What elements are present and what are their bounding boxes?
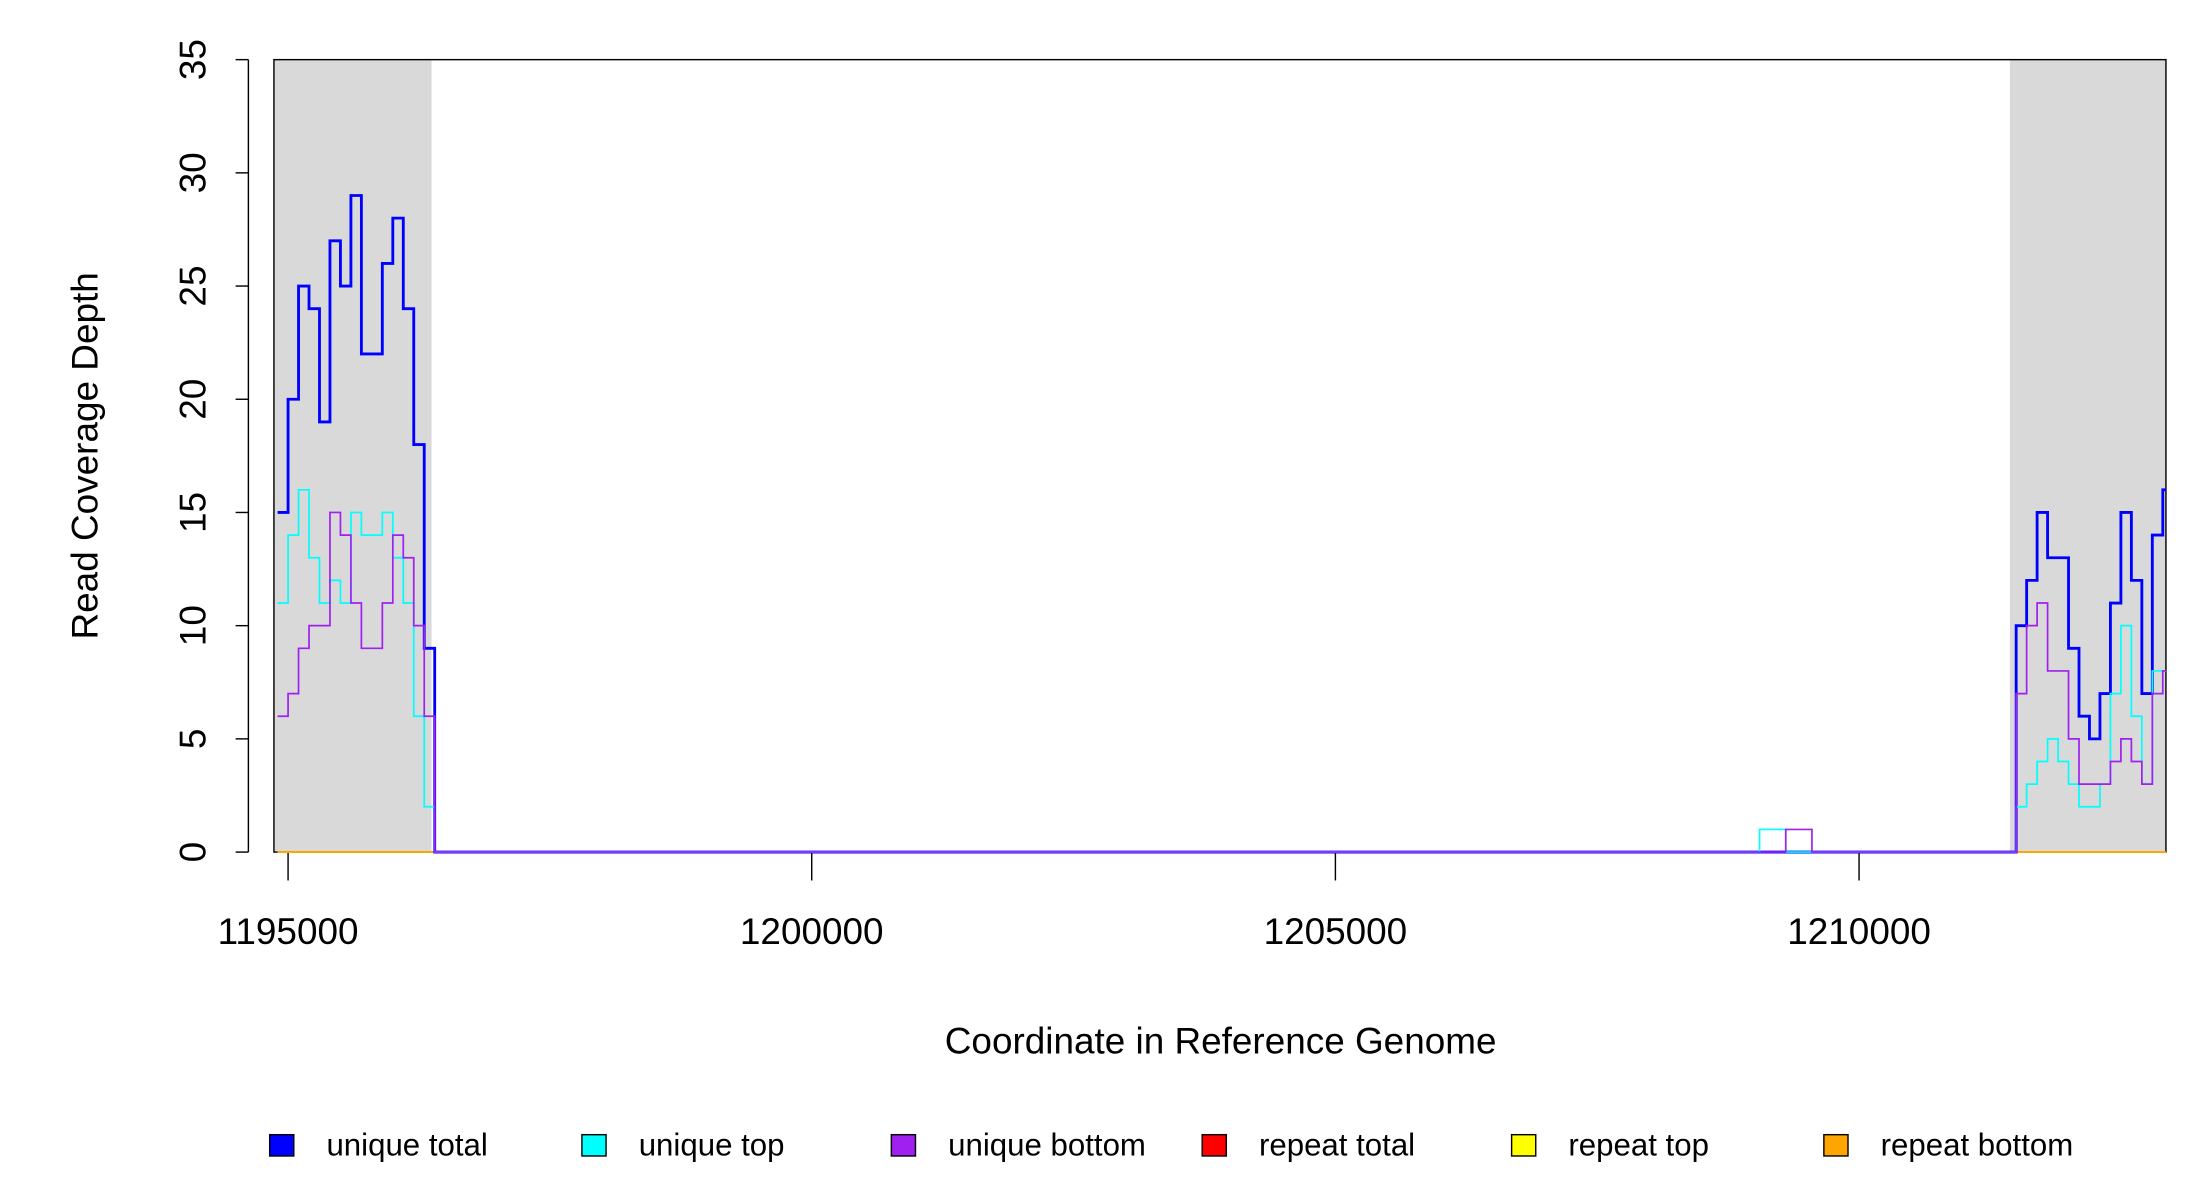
- y-tick-label: 5: [173, 729, 214, 750]
- legend-swatch: [1201, 1133, 1228, 1157]
- x-axis-label: Coordinate in Reference Genome: [945, 1021, 1497, 1062]
- legend-label: repeat bottom: [1881, 1128, 2074, 1163]
- legend-swatch: [268, 1133, 295, 1157]
- y-tick-label: 30: [173, 152, 214, 193]
- x-tick-label: 1205000: [1264, 911, 1408, 952]
- legend-label: unique top: [639, 1128, 785, 1163]
- series-line: [277, 511, 2166, 853]
- legend-label: unique total: [326, 1128, 487, 1163]
- shaded-region: [273, 59, 432, 853]
- legend-label: unique bottom: [948, 1128, 1146, 1163]
- y-tick-label: 15: [173, 492, 214, 533]
- x-tick-label: 1200000: [740, 911, 884, 952]
- series-line: [277, 488, 2166, 853]
- shaded-region: [2009, 59, 2166, 853]
- legend-swatch: [1510, 1133, 1537, 1157]
- legend-label: repeat total: [1259, 1128, 1415, 1163]
- legend-swatch: [581, 1133, 607, 1157]
- y-tick-label: 10: [173, 605, 214, 646]
- y-tick-label: 25: [173, 266, 214, 307]
- legend-label: repeat top: [1568, 1128, 1709, 1163]
- y-tick-label: 20: [173, 379, 214, 420]
- x-tick-label: 1195000: [218, 911, 359, 952]
- plot-frame: [273, 58, 2167, 853]
- series-line: [277, 194, 2166, 854]
- x-tick-label: 1210000: [1787, 911, 1931, 952]
- legend-swatch: [890, 1133, 917, 1157]
- y-tick-label: 35: [173, 39, 214, 80]
- y-tick-label: 0: [173, 842, 214, 863]
- y-axis-label: Read Coverage Depth: [65, 272, 106, 639]
- legend-swatch: [1823, 1133, 1849, 1157]
